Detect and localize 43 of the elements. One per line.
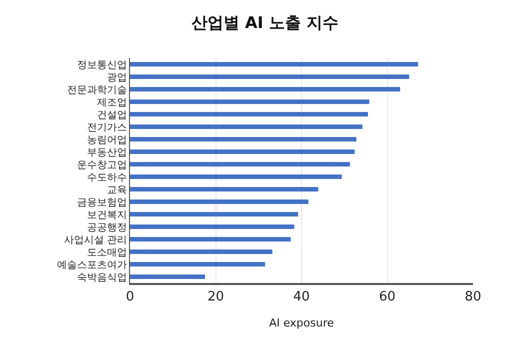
y-tick-label: 제조업 (97, 97, 127, 108)
y-tick-label: 전기가스 (87, 122, 127, 134)
x-tick-label: 80 (464, 290, 482, 305)
y-tick-label: 운수창고업 (77, 160, 127, 171)
y-tick-label: 광업 (107, 72, 127, 84)
bar (130, 87, 400, 92)
y-tick-label: 교육 (107, 184, 127, 196)
y-tick-label: 전문과학기술 (67, 84, 127, 96)
y-tick-label: 부동산업 (87, 147, 127, 158)
bar (130, 187, 318, 192)
x-tick-label: 60 (378, 290, 396, 305)
bar (130, 124, 362, 129)
bar (130, 174, 342, 179)
bar (130, 150, 355, 154)
y-tick-label: 사업시설 관리 (64, 234, 127, 246)
y-tick-label: 수도하수 (87, 172, 127, 184)
bar (130, 74, 410, 79)
bar (130, 162, 350, 166)
x-tick-label: 0 (126, 290, 134, 305)
bar (130, 200, 308, 204)
y-tick-label: 금융보험업 (77, 197, 127, 208)
x-axis-title: AI exposure (269, 316, 334, 330)
chart-title: 산업별 AI 노출 지수 (191, 13, 339, 32)
bar (130, 62, 418, 66)
bar (130, 237, 291, 242)
bar (130, 100, 370, 104)
y-tick-label: 건설업 (97, 110, 127, 121)
bar (130, 112, 368, 116)
x-tick-label: 40 (293, 290, 310, 305)
y-tick-label: 예술스포츠여가 (57, 260, 127, 271)
bar (130, 250, 272, 254)
y-tick-label: 보건복지 (87, 210, 127, 221)
bar (130, 262, 266, 266)
bar (130, 137, 356, 142)
y-tick-label: 정보통신업 (77, 60, 127, 71)
y-tick-label: 농림어업 (87, 134, 127, 146)
bar (130, 212, 298, 216)
y-tick-label: 도소매업 (87, 247, 127, 258)
bar (130, 274, 206, 279)
y-tick-label: 숙박음식업 (77, 272, 127, 284)
x-tick-label: 20 (207, 290, 224, 305)
y-tick-label: 공공행정 (87, 222, 127, 234)
bar (130, 224, 294, 229)
